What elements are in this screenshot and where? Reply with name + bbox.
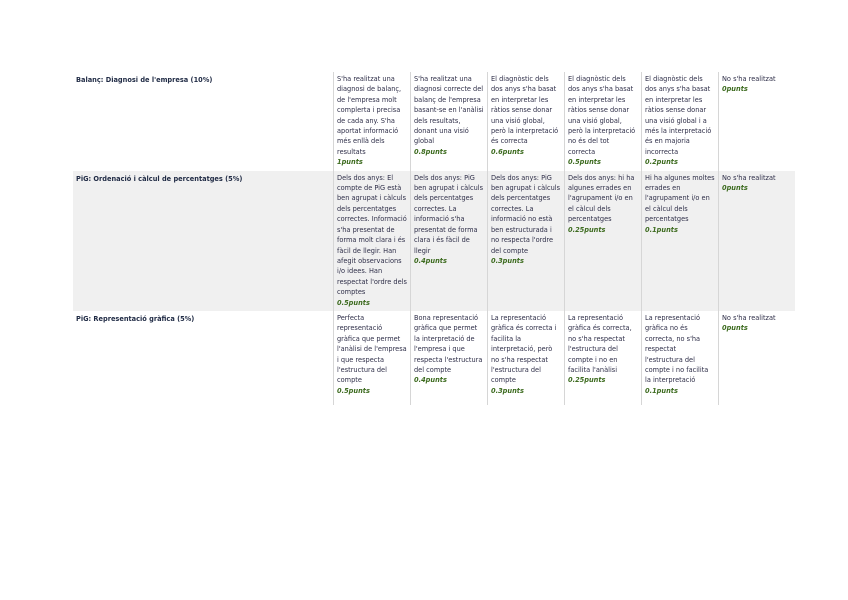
- level-description: La representació gràfica no és correcta,…: [645, 313, 709, 385]
- rubric-row: Balanç: Diagnosi de l'empresa (10%) S'ha …: [73, 72, 795, 171]
- level-description: Hi ha algunes moltes errades en l'agrupa…: [645, 173, 715, 224]
- level-points: 0.25punts: [568, 376, 606, 385]
- level-points: 0.3punts: [491, 386, 524, 395]
- level-cell[interactable]: Dels dos anys: El compte de PiG està ben…: [333, 170, 411, 311]
- criterion-label: PiG: Ordenació i càlcul de percentatges …: [73, 170, 334, 311]
- level-points: 0punts: [722, 324, 748, 333]
- level-points: 0.8punts: [414, 147, 447, 156]
- level-points: 0.5punts: [337, 386, 370, 395]
- level-cell[interactable]: El diagnòstic dels dos anys s'ha basat e…: [564, 72, 642, 171]
- level-description: Dels dos anys: PiG ben agrupat i càlculs…: [491, 173, 561, 255]
- level-description: S'ha realitzat una diagnosi correcte del…: [414, 75, 484, 146]
- level-description: El diagnòstic dels dos anys s'ha basat e…: [645, 75, 712, 156]
- level-cell[interactable]: Dels dos anys: PiG ben agrupat i càlculs…: [410, 170, 488, 311]
- level-cell[interactable]: No s'ha realitzat 0punts: [718, 170, 795, 311]
- level-points: 0.3punts: [491, 256, 524, 265]
- level-points: 1punts: [337, 158, 363, 167]
- level-description: El diagnòstic dels dos anys s'ha basat e…: [568, 75, 636, 156]
- rubric-row: PiG: Representació gràfica (5%) Perfecta …: [73, 310, 795, 405]
- level-points: 0.2punts: [645, 158, 678, 167]
- level-description: La representació gràfica és correcta, no…: [568, 313, 632, 374]
- level-cell[interactable]: S'ha realitzat una diagnosi correcte del…: [410, 72, 488, 171]
- level-description: Dels dos anys: hi ha algunes errades en …: [568, 173, 635, 224]
- level-description: Perfecta representació gràfica que perme…: [337, 313, 407, 385]
- rubric-row: PiG: Ordenació i càlcul de percentatges …: [73, 170, 795, 311]
- level-cell[interactable]: Dels dos anys: PiG ben agrupat i càlculs…: [487, 170, 565, 311]
- level-points: 0.5punts: [337, 298, 370, 307]
- level-description: Dels dos anys: El compte de PiG està ben…: [337, 173, 407, 297]
- rubric-table: Balanç: Diagnosi de l'empresa (10%) S'ha …: [73, 72, 795, 405]
- level-points: 0punts: [722, 85, 748, 94]
- level-points: 0.4punts: [414, 256, 447, 265]
- level-points: 0.4punts: [414, 376, 447, 385]
- level-cell[interactable]: El diagnòstic dels dos anys s'ha basat e…: [641, 72, 719, 171]
- level-description: No s'ha realitzat: [722, 313, 776, 322]
- level-cell[interactable]: El diagnòstic dels dos anys s'ha basat e…: [487, 72, 565, 171]
- level-cell[interactable]: No s'ha realitzat 0punts: [718, 72, 795, 171]
- level-cell[interactable]: La representació gràfica és correcta i f…: [487, 310, 565, 405]
- level-cell[interactable]: Bona representació gràfica que permet la…: [410, 310, 488, 405]
- criterion-label: Balanç: Diagnosi de l'empresa (10%): [76, 76, 213, 84]
- level-cell[interactable]: La representació gràfica no és correcta,…: [641, 310, 719, 405]
- level-points: 0.1punts: [645, 386, 678, 395]
- level-description: Bona representació gràfica que permet la…: [414, 313, 483, 374]
- level-cell[interactable]: Dels dos anys: hi ha algunes errades en …: [564, 170, 642, 311]
- level-points: 0.25punts: [568, 225, 606, 234]
- level-cell[interactable]: No s'ha realitzat 0punts: [718, 310, 795, 405]
- level-points: 0.5punts: [568, 158, 601, 167]
- level-points: 0.1punts: [645, 225, 678, 234]
- level-description: El diagnòstic dels dos anys s'ha basat e…: [491, 75, 559, 146]
- level-description: No s'ha realitzat: [722, 75, 776, 83]
- level-points: 0.6punts: [491, 147, 524, 156]
- level-cell[interactable]: Hi ha algunes moltes errades en l'agrupa…: [641, 170, 719, 311]
- level-description: S'ha realitzat una diagnosi de balanç, d…: [337, 75, 402, 156]
- level-cell[interactable]: La representació gràfica és correcta, no…: [564, 310, 642, 405]
- level-description: La representació gràfica és correcta i f…: [491, 313, 557, 385]
- level-points: 0punts: [722, 184, 748, 193]
- level-description: No s'ha realitzat: [722, 173, 776, 182]
- criterion-label: PiG: Representació gràfica (5%): [76, 314, 195, 323]
- level-cell[interactable]: S'ha realitzat una diagnosi de balanç, d…: [333, 72, 411, 171]
- level-description: Dels dos anys: PiG ben agrupat i càlculs…: [414, 173, 484, 255]
- level-cell[interactable]: Perfecta representació gràfica que perme…: [333, 310, 411, 405]
